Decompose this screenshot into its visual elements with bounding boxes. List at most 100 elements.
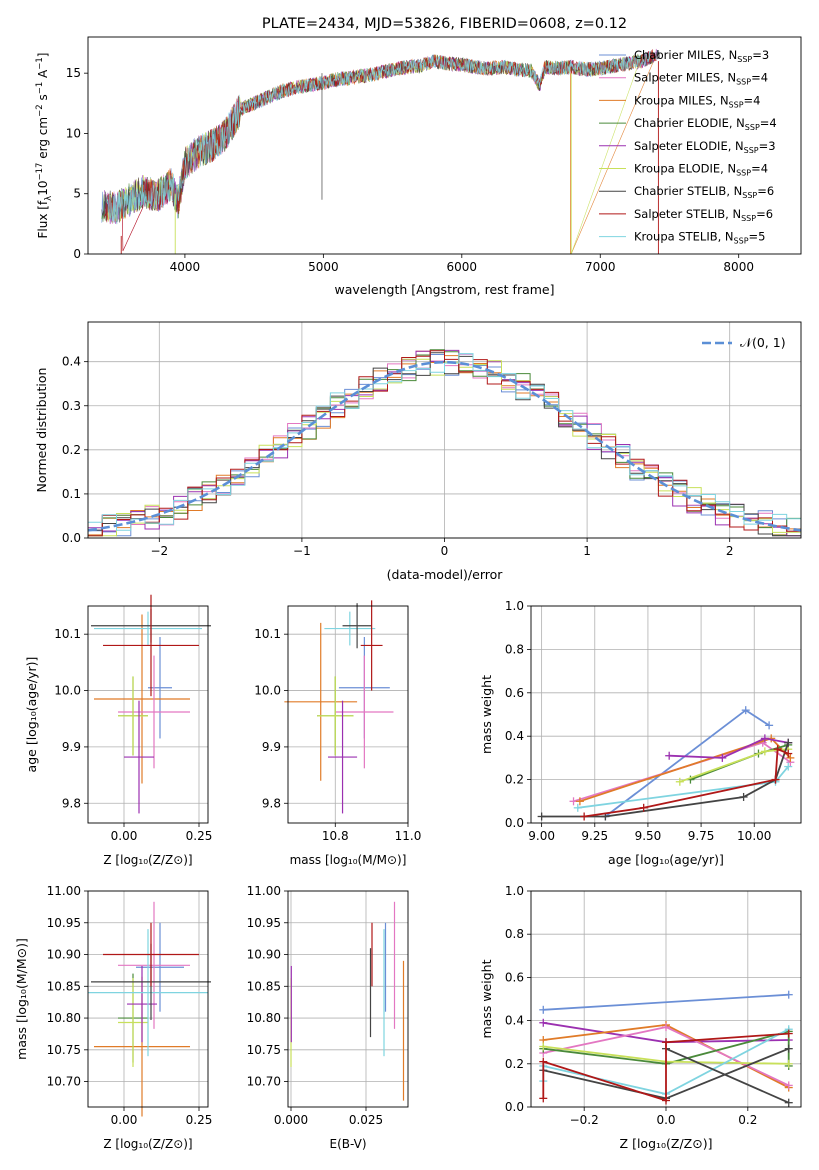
- y-tick-label: 1.0: [505, 599, 524, 613]
- plot-frame: [87, 36, 802, 255]
- y-axis-label-part: 10: [36, 181, 50, 196]
- x-tick-label: 10.00: [737, 829, 771, 843]
- legend-sub: SSP: [741, 214, 756, 223]
- series-line: [577, 766, 789, 809]
- y-tick-label: 10.1: [254, 627, 281, 641]
- age-vs-metallicity-panel: 0.00 0.25 9.8 9.9 10.0 10.1 Z [log₁₀(Z/Z⊙)] age…: [24, 594, 213, 867]
- y-tick-label: 0.4: [505, 1014, 524, 1028]
- x-axis-label: E(B-V): [329, 1137, 366, 1151]
- y-tick-label: 10.0: [254, 684, 281, 698]
- legend-label: Chabrier ELODIE, N: [634, 116, 745, 130]
- legend-suffix: =6: [756, 207, 773, 221]
- x-tick-label: 1: [583, 544, 591, 558]
- x-axis-label: Z [log₁₀(Z/Z⊙)]: [103, 853, 192, 867]
- legend-label: Kroupa MILES, N: [634, 93, 729, 107]
- y-axis-label: Normed distribution: [34, 368, 49, 493]
- y-axis-label-part: ]: [36, 53, 50, 58]
- mass-weight-vs-age-panel: 9.00 9.25 9.50 9.75 10.00 0.0 0.2 0.4 0.6 0.8 1.0 a…: [479, 599, 802, 867]
- series-line: [579, 737, 792, 803]
- y-tick-label: 11.00: [47, 884, 81, 898]
- y-axis-label-part: λ: [44, 196, 54, 201]
- y-tick-label: 10.90: [247, 948, 281, 962]
- legend-sub: SSP: [742, 191, 757, 200]
- y-tick-label: 9.9: [62, 740, 81, 754]
- y-tick-label: 1.0: [505, 884, 524, 898]
- y-tick-label: 9.8: [62, 796, 81, 810]
- legend-suffix: =5: [749, 230, 766, 244]
- y-tick-label: 10.70: [47, 1075, 81, 1089]
- x-axis-label: (data-model)/error: [387, 567, 504, 582]
- legend-entry: Kroupa ELODIE, NSSP=4: [634, 162, 768, 178]
- y-tick-label: 0.6: [505, 970, 524, 984]
- x-axis-label: Z [log₁₀(Z/Z⊙)]: [103, 1137, 192, 1151]
- x-tick-label: 4000: [170, 260, 201, 274]
- y-tick-label: 15: [66, 66, 81, 80]
- legend-sub: SSP: [734, 237, 749, 246]
- x-axis-label: wavelength [Angstrom, rest frame]: [334, 282, 554, 297]
- x-tick-label: 0.25: [186, 829, 213, 843]
- x-tick-label: 0.025: [349, 1113, 383, 1127]
- plot-frame: [287, 890, 409, 1108]
- legend-entry: 𝒩(0, 1): [740, 335, 786, 350]
- y-axis-label: age [log₁₀(age/yr)]: [24, 657, 39, 773]
- legend-label: Kroupa STELIB, N: [634, 230, 734, 244]
- plot-frame: [287, 605, 409, 824]
- y-axis-label-part: erg cm: [36, 117, 50, 163]
- y-axis-label-part: Flux [f: [36, 200, 50, 238]
- y-tick-label: 5: [73, 187, 81, 201]
- y-axis-label: mass weight: [479, 675, 494, 754]
- mass-weight-vs-metallicity-panel: −0.2 0.0 0.2 0.0 0.2 0.4 0.6 0.8 1.0 Z [log₁₀(Z/Z…: [479, 884, 802, 1151]
- histogram-series: [88, 352, 801, 537]
- mass-vs-metallicity-panel: 0.00 0.25 10.70 10.75 10.80 10.85 10.90 10.95 11…: [14, 884, 212, 1151]
- x-tick-label: 9.75: [688, 829, 715, 843]
- y-tick-label: 10.85: [47, 979, 81, 993]
- legend-label: Kroupa ELODIE, N: [634, 162, 736, 176]
- x-tick-label: 5000: [308, 260, 339, 274]
- spectrum-series-line: [107, 51, 651, 225]
- y-tick-label: 0.4: [62, 355, 81, 369]
- legend-entry: Kroupa MILES, NSSP=4: [634, 93, 760, 109]
- legend-entry: Chabrier MILES, NSSP=3: [634, 48, 769, 64]
- y-tick-label: 0.0: [505, 816, 524, 830]
- y-axis-label-part: −1: [35, 82, 45, 95]
- y-axis-label-part: −1: [35, 57, 45, 70]
- legend-label: Salpeter ELODIE, N: [634, 139, 744, 153]
- x-tick-label: 0.00: [111, 829, 138, 843]
- y-axis-label: mass weight: [479, 959, 494, 1038]
- y-axis-label: Flux [fλ10−17 erg cm−2 s−1 A−1]: [35, 53, 54, 239]
- y-tick-label: 0.2: [62, 443, 81, 457]
- x-axis-label: Z [log₁₀(Z/Z⊙)]: [620, 1136, 713, 1151]
- legend-entry: Chabrier ELODIE, NSSP=4: [634, 116, 777, 132]
- x-tick-label: 6000: [447, 260, 478, 274]
- series-line: [665, 1047, 790, 1104]
- x-tick-label: −0.2: [570, 1113, 599, 1127]
- y-tick-label: 0.0: [62, 531, 81, 545]
- legend-sub: SSP: [736, 78, 751, 87]
- series-line: [583, 747, 789, 818]
- x-tick-label: 10.8: [322, 829, 349, 843]
- x-tick-label: 0: [441, 544, 449, 558]
- y-tick-label: 0.3: [62, 399, 81, 413]
- x-tick-label: 9.25: [581, 829, 608, 843]
- y-tick-label: 0.4: [505, 729, 524, 743]
- plot-frame: [530, 605, 802, 824]
- y-tick-label: 0.1: [62, 487, 81, 501]
- legend-suffix: =6: [757, 184, 774, 198]
- legend-suffix: =4: [751, 71, 768, 85]
- y-tick-label: 0.2: [505, 1057, 524, 1071]
- y-tick-label: 10.80: [247, 1011, 281, 1025]
- x-tick-label: 0.2: [738, 1113, 757, 1127]
- residual-histogram-panel: −2 −1 0 1 2 0.0 0.1 0.2 0.3 0.4 (data-model)/error…: [34, 321, 802, 582]
- y-axis-label-part: −2: [35, 104, 45, 117]
- legend-suffix: =4: [751, 162, 768, 176]
- legend-suffix: =3: [759, 139, 776, 153]
- y-tick-label: 0: [73, 247, 81, 261]
- series-line: [543, 993, 789, 1011]
- y-tick-label: 10.95: [47, 916, 81, 930]
- legend-label: Salpeter STELIB, N: [634, 207, 741, 221]
- legend-entry: Kroupa STELIB, NSSP=5: [634, 230, 765, 246]
- y-tick-label: 10.0: [54, 684, 81, 698]
- legend-suffix: =3: [752, 48, 769, 62]
- plot-frame: [530, 890, 802, 1108]
